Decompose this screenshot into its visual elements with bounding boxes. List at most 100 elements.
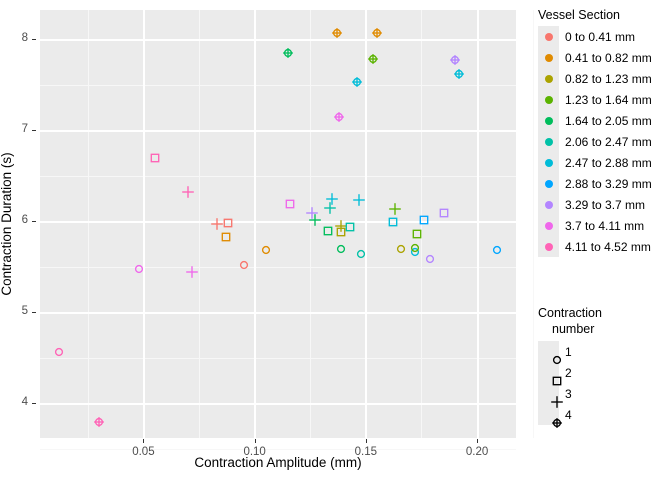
gridline-vertical (254, 10, 257, 438)
gridline-vertical (199, 10, 201, 438)
legend-color-swatch (538, 194, 559, 215)
x-axis-tick-mark (143, 439, 145, 443)
legend-color-swatch (538, 173, 559, 194)
x-axis-tick-mark (365, 439, 367, 443)
legend-color-swatch (538, 131, 559, 152)
gridline-horizontal (40, 448, 516, 450)
legend-item-vessel-section[interactable]: 2.88 to 3.29 mm (538, 173, 652, 194)
legend-item-vessel-section[interactable]: 2.06 to 2.47 mm (538, 131, 652, 152)
legend-item-label: 4 (565, 407, 572, 422)
legend-item-contraction-number[interactable]: 4 (538, 404, 602, 428)
gridline-horizontal (40, 357, 516, 359)
gridline-horizontal (40, 84, 516, 86)
circle-icon (544, 116, 553, 125)
y-axis-tick-label: 4 (21, 396, 28, 409)
legend-item-label: 2 (565, 365, 572, 380)
shape-legend: Contraction number 1 2 3 4 (538, 305, 602, 428)
plot-panel (40, 10, 534, 450)
circle-icon (544, 95, 553, 104)
legend-item-vessel-section[interactable]: 0.82 to 1.23 mm (538, 68, 652, 89)
legend-item-label: 3.7 to 4.11 mm (565, 218, 645, 233)
legend-item-label: 0.41 to 0.82 mm (565, 50, 652, 65)
gridline-horizontal (40, 38, 516, 41)
legend-item-label: 0.82 to 1.23 mm (565, 71, 652, 86)
legend-item-contraction-number[interactable]: 3 (538, 383, 602, 408)
gridline-horizontal (40, 266, 516, 268)
legend-color-swatch (538, 110, 559, 131)
legend-color-swatch (538, 26, 559, 47)
circle-icon (544, 242, 553, 251)
y-axis-tick-label: 7 (21, 123, 28, 136)
gridline-vertical (365, 10, 368, 438)
x-axis-tick-label: 0.15 (354, 446, 378, 458)
y-axis-tick-mark (32, 403, 36, 405)
legend-shape-swatch (538, 341, 561, 364)
color-legend: Vessel Section 0 to 0.41 mm 0.41 to 0.82 … (538, 8, 652, 257)
y-axis-tick-label: 8 (21, 32, 28, 45)
gridline-horizontal (40, 129, 516, 132)
x-axis-tick-mark (477, 439, 479, 443)
legend-item-label: 1 (565, 344, 572, 359)
legend-item-label: 3 (565, 386, 572, 401)
legend-item-contraction-number[interactable]: 1 (538, 341, 602, 364)
legend-item-vessel-section[interactable]: 0 to 0.41 mm (538, 26, 652, 47)
circle-icon (544, 179, 553, 188)
gridline-horizontal (40, 220, 516, 223)
legend-shape-swatch (538, 383, 563, 408)
legend-item-label: 1.64 to 2.05 mm (565, 113, 652, 128)
legend-item-label: 0 to 0.41 mm (565, 29, 636, 44)
shape-legend-title-line1: Contraction (538, 306, 602, 320)
x-axis-label: Contraction Amplitude (mm) (194, 455, 362, 470)
legend-color-swatch (538, 89, 559, 110)
gridline-vertical (87, 10, 89, 438)
legend-item-vessel-section[interactable]: 4.11 to 4.52 mm (538, 236, 652, 257)
legend-item-label: 2.47 to 2.88 mm (565, 155, 652, 170)
legend-item-vessel-section[interactable]: 1.64 to 2.05 mm (538, 110, 652, 131)
circle-icon (544, 74, 553, 83)
legend-color-swatch (538, 236, 559, 257)
legend-item-vessel-section[interactable]: 0.41 to 0.82 mm (538, 47, 652, 68)
y-axis-tick-label: 6 (21, 214, 28, 227)
circle-icon (544, 53, 553, 62)
x-axis-tick-label: 0.10 (243, 446, 266, 458)
y-axis-tick-mark (32, 39, 36, 41)
legend-color-swatch (538, 152, 559, 173)
gridline-vertical (532, 10, 534, 438)
gridline-vertical (476, 10, 479, 438)
legend-item-label: 2.88 to 3.29 mm (565, 176, 652, 191)
circle-icon (544, 137, 553, 146)
shape-legend-title-line2: number (552, 322, 595, 336)
y-axis-tick-label: 5 (21, 305, 28, 318)
gridline-vertical (310, 10, 312, 438)
legend-item-contraction-number[interactable]: 2 (538, 362, 602, 385)
legend-item-vessel-section[interactable]: 1.23 to 1.64 mm (538, 89, 652, 110)
shape-legend-title: Contraction number (538, 305, 602, 337)
y-axis-tick-mark (32, 130, 36, 132)
legend-color-swatch (538, 68, 559, 89)
circle-icon (544, 158, 553, 167)
gridline-horizontal (40, 402, 516, 405)
gridline-horizontal (40, 311, 516, 314)
legend-item-vessel-section[interactable]: 2.47 to 2.88 mm (538, 152, 652, 173)
x-axis-tick-mark (254, 439, 256, 443)
x-axis-tick-label: 0.05 (132, 446, 155, 458)
color-legend-title: Vessel Section (538, 8, 620, 22)
x-axis-tick-label: 0.20 (465, 446, 489, 458)
circle-icon (544, 32, 553, 41)
legend-item-label: 3.29 to 3.7 mm (565, 197, 646, 212)
y-axis-tick-mark (32, 221, 36, 223)
legend-shape-swatch (538, 404, 562, 428)
legend-color-swatch (538, 215, 559, 236)
legend-item-label: 2.06 to 2.47 mm (565, 134, 652, 149)
legend-item-vessel-section[interactable]: 3.7 to 4.11 mm (538, 215, 652, 236)
legend-item-label: 1.23 to 1.64 mm (565, 92, 652, 107)
legend-shape-swatch (538, 362, 561, 385)
circle-icon (544, 200, 553, 209)
y-axis-tick-mark (32, 312, 36, 314)
legend-color-swatch (538, 47, 559, 68)
legend-item-label: 4.11 to 4.52 mm (565, 239, 651, 254)
gridline-horizontal (40, 175, 516, 177)
legend-item-vessel-section[interactable]: 3.29 to 3.7 mm (538, 194, 652, 215)
gridline-vertical (142, 10, 145, 438)
circle-icon (544, 221, 553, 230)
